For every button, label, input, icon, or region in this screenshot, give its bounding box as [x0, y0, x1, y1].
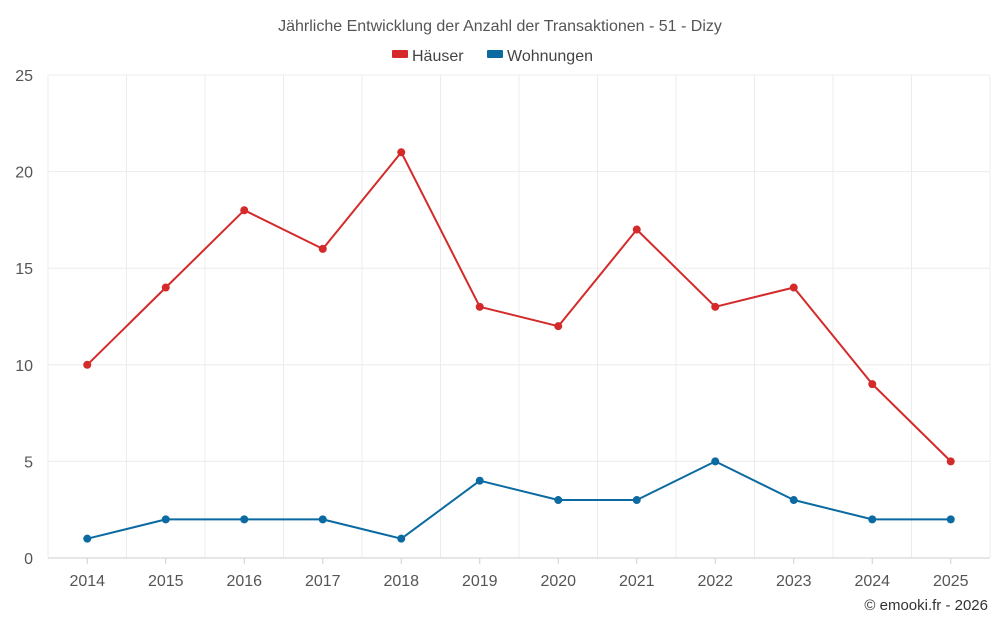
legend-label[interactable]: Wohnungen — [507, 48, 593, 65]
y-tick-label: 0 — [24, 551, 33, 568]
x-tick-label: 2022 — [697, 573, 733, 590]
data-point[interactable] — [711, 457, 720, 466]
data-point[interactable] — [318, 244, 327, 253]
x-tick-label: 2018 — [383, 573, 419, 590]
grid — [47, 74, 991, 558]
x-tick-label: 2020 — [540, 573, 576, 590]
x-tick-label: 2025 — [933, 573, 969, 590]
data-point[interactable] — [397, 534, 406, 543]
data-point[interactable] — [711, 302, 720, 311]
legend-label[interactable]: Häuser — [412, 48, 464, 65]
data-point[interactable] — [554, 496, 563, 505]
legend-swatch — [392, 50, 408, 58]
data-point[interactable] — [868, 380, 877, 389]
data-point[interactable] — [161, 283, 170, 292]
y-tick-label: 5 — [24, 454, 33, 471]
x-tick-label: 2019 — [462, 573, 498, 590]
x-tick-label: 2023 — [776, 573, 812, 590]
x-tick-label: 2014 — [69, 573, 105, 590]
data-point[interactable] — [789, 496, 798, 505]
series-line-wohnungen — [87, 460, 951, 540]
data-point[interactable] — [632, 225, 641, 234]
data-point[interactable] — [868, 515, 877, 524]
data-point[interactable] — [161, 515, 170, 524]
data-point[interactable] — [946, 515, 955, 524]
data-point[interactable] — [789, 283, 798, 292]
y-tick-label: 20 — [15, 165, 33, 182]
x-tick-label: 2021 — [619, 573, 655, 590]
series-line-h-user — [86, 151, 952, 463]
y-tick-label: 25 — [15, 68, 33, 85]
chart-title: Jährliche Entwicklung der Anzahl der Tra… — [278, 18, 722, 35]
credit-text: © emooki.fr - 2026 — [864, 597, 988, 614]
y-tick-label: 10 — [15, 358, 33, 375]
data-point[interactable] — [240, 515, 249, 524]
data-point[interactable] — [946, 457, 955, 466]
x-tick-label: 2015 — [148, 573, 184, 590]
data-point[interactable] — [83, 360, 92, 369]
data-point[interactable] — [475, 476, 484, 485]
data-point[interactable] — [240, 206, 249, 215]
x-tick-label: 2017 — [305, 573, 341, 590]
data-point[interactable] — [318, 515, 327, 524]
legend: Häuser Wohnungen — [392, 48, 593, 65]
legend-swatch — [487, 50, 503, 58]
x-tick-label: 2024 — [854, 573, 890, 590]
data-point[interactable] — [475, 302, 484, 311]
data-point[interactable] — [83, 534, 92, 543]
x-tick-label: 2016 — [226, 573, 262, 590]
y-tick-label: 15 — [15, 261, 33, 278]
series-layer — [83, 148, 955, 543]
data-point[interactable] — [554, 322, 563, 331]
data-point[interactable] — [397, 148, 406, 157]
data-point[interactable] — [632, 496, 641, 505]
